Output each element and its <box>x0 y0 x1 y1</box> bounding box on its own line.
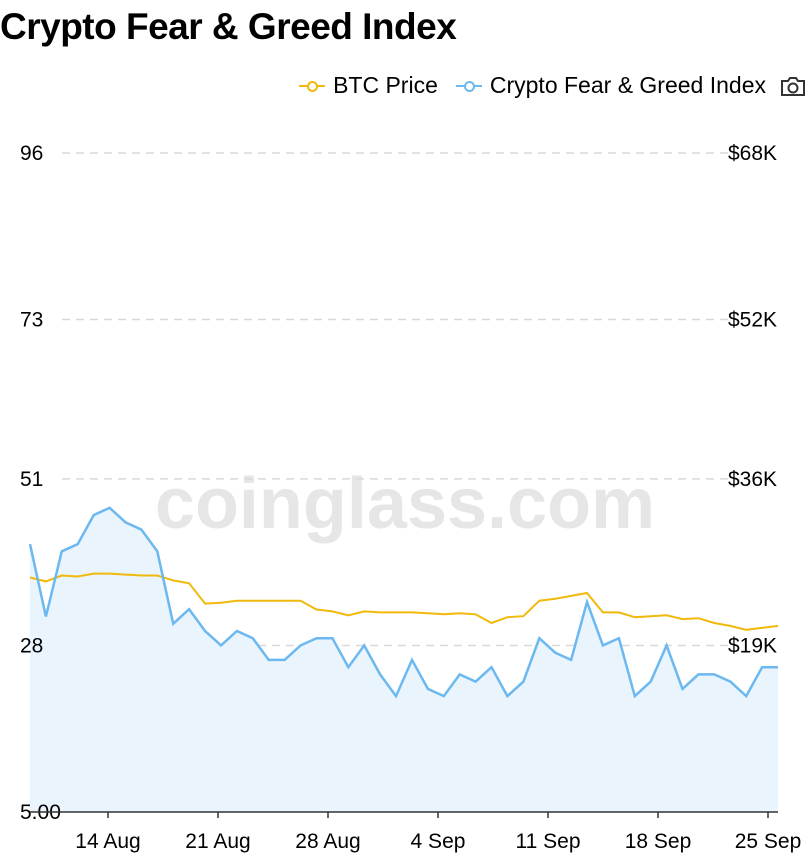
x-tick-label: 28 Aug <box>295 830 360 853</box>
watermark: coinglass.com <box>155 464 655 544</box>
x-tick-label: 14 Aug <box>75 830 140 853</box>
y-left-tick-label: 51 <box>20 468 43 491</box>
x-tick-label: 21 Aug <box>185 830 250 853</box>
y-left-tick-label: 28 <box>20 634 43 657</box>
btc-line-marker-icon <box>299 80 326 92</box>
fear-greed-line <box>28 506 778 699</box>
legend-item-btc-price[interactable]: BTC Price <box>299 72 438 99</box>
x-tick-label: 18 Sep <box>625 830 692 853</box>
fgi-area-fill <box>30 507 778 812</box>
x-tick-label: 4 Sep <box>411 830 466 853</box>
camera-icon[interactable] <box>780 74 806 98</box>
y-right-tick-label: $68K <box>728 142 777 165</box>
legend-label-btc: BTC Price <box>333 72 438 98</box>
y-right-tick-label: $19K <box>728 634 777 657</box>
legend-label-fgi: Crypto Fear & Greed Index <box>489 72 766 98</box>
x-tick-label: 25 Sep <box>735 830 802 853</box>
series-lines <box>28 506 779 699</box>
legend-item-fear-greed[interactable]: Crypto Fear & Greed Index <box>455 72 766 99</box>
y-right-tick-label: $36K <box>728 468 777 491</box>
fgi-area <box>30 507 778 812</box>
y-right-tick-label: $52K <box>728 309 777 332</box>
x-tick-label: 11 Sep <box>516 830 581 853</box>
y-left-tick-label: 73 <box>20 309 43 332</box>
chart-title: Crypto Fear & Greed Index <box>0 6 457 47</box>
fgi-line-marker-icon <box>455 80 482 92</box>
legend: BTC Price Crypto Fear & Greed Index <box>299 72 806 99</box>
y-left-tick-label: 96 <box>20 142 43 165</box>
btc-price-line <box>29 572 779 631</box>
